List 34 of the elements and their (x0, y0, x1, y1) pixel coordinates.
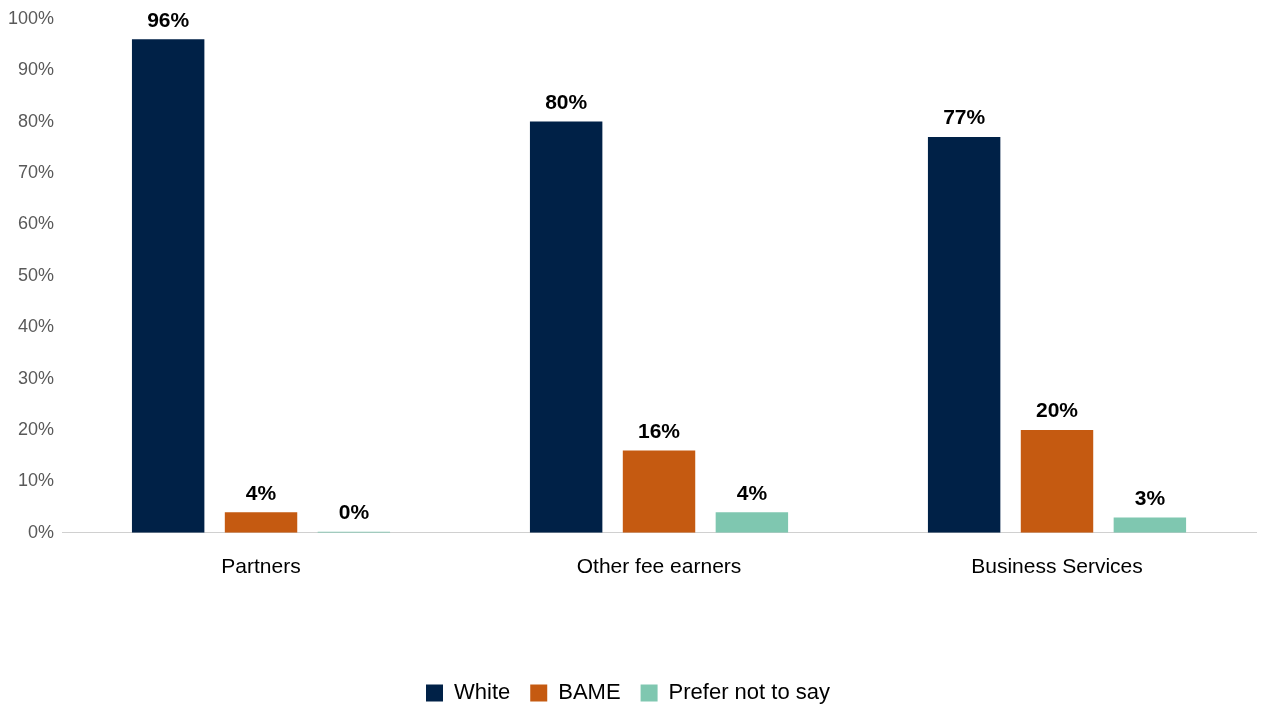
data-label: 16% (638, 418, 681, 442)
bar (131, 39, 205, 533)
y-tick-label: 100% (7, 7, 55, 28)
data-label: 96% (147, 7, 190, 31)
data-label: 4% (245, 480, 277, 504)
legend-label: BAME (558, 679, 621, 705)
data-label: 3% (1134, 485, 1166, 509)
y-tick-label: 20% (18, 418, 55, 439)
y-tick-label: 0% (28, 521, 55, 542)
y-tick-label: 50% (18, 264, 55, 285)
bar (224, 512, 298, 533)
y-tick-label: 40% (18, 316, 55, 337)
y-tick-label: 10% (18, 470, 55, 491)
bar (529, 121, 603, 533)
legend-label: Prefer not to say (668, 679, 831, 705)
x-tick-label: Partners (221, 554, 301, 578)
bar (715, 512, 789, 533)
data-label: 4% (736, 480, 768, 504)
x-tick-label: Other fee earners (576, 554, 742, 578)
data-label: 80% (545, 89, 588, 113)
legend-label: White (454, 679, 511, 705)
y-tick-label: 70% (18, 161, 55, 182)
bar (927, 137, 1001, 533)
y-tick-label: 90% (18, 59, 55, 80)
bar (1020, 430, 1094, 533)
data-label: 0% (338, 500, 370, 524)
bar (1113, 517, 1187, 533)
data-label: 20% (1035, 398, 1079, 422)
y-tick-label: 30% (18, 367, 55, 388)
bar (622, 450, 696, 533)
y-tick-label: 60% (18, 213, 55, 234)
y-tick-label: 80% (18, 110, 55, 131)
x-tick-label: Business Services (971, 554, 1143, 578)
data-label: 77% (943, 105, 986, 129)
